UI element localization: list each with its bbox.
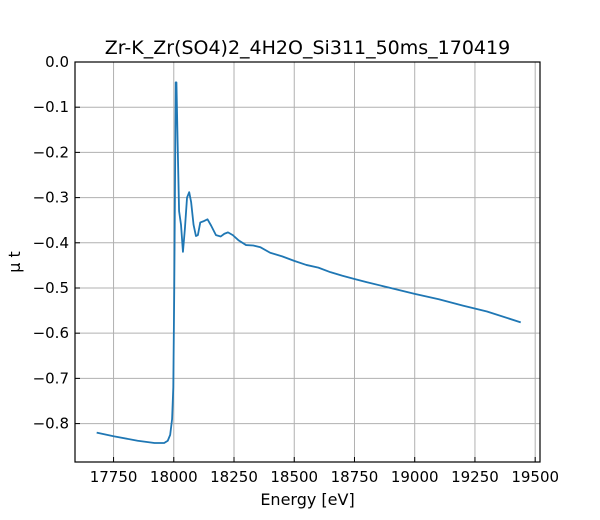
y-tick-label: −0.2 [33, 143, 69, 161]
y-tick-label: −0.4 [33, 234, 69, 252]
grid-lines [75, 61, 540, 462]
x-tick-label: 18500 [270, 468, 318, 486]
y-tick-label: −0.3 [33, 189, 69, 207]
x-tick-label: 17750 [90, 468, 138, 486]
chart-title: Zr-K_Zr(SO4)2_4H2O_Si311_50ms_170419 [105, 37, 510, 59]
x-tick-label: 19250 [451, 468, 499, 486]
x-tick-label: 19000 [391, 468, 439, 486]
x-tick-label: 18250 [210, 468, 258, 486]
y-tick-label: −0.7 [33, 369, 69, 387]
y-tick-label: −0.8 [33, 415, 69, 433]
x-tick-label: 18000 [150, 468, 198, 486]
series-layer [96, 81, 522, 444]
x-axis-label: Energy [eV] [260, 490, 354, 509]
plot-frame [74, 61, 541, 463]
y-tick-label: −0.5 [33, 279, 69, 297]
y-tick-label: 0.0 [45, 53, 69, 71]
series-line [96, 81, 522, 444]
y-tick-label: −0.6 [33, 324, 69, 342]
y-tick-label: −0.1 [33, 98, 69, 116]
y-axis-label: μ t [5, 251, 24, 273]
axis-ticks: 17750 18000 18250 18500 18750 19000 19250 19500… [33, 53, 559, 486]
x-tick-label: 18750 [331, 468, 379, 486]
x-tick-label: 19500 [511, 468, 559, 486]
